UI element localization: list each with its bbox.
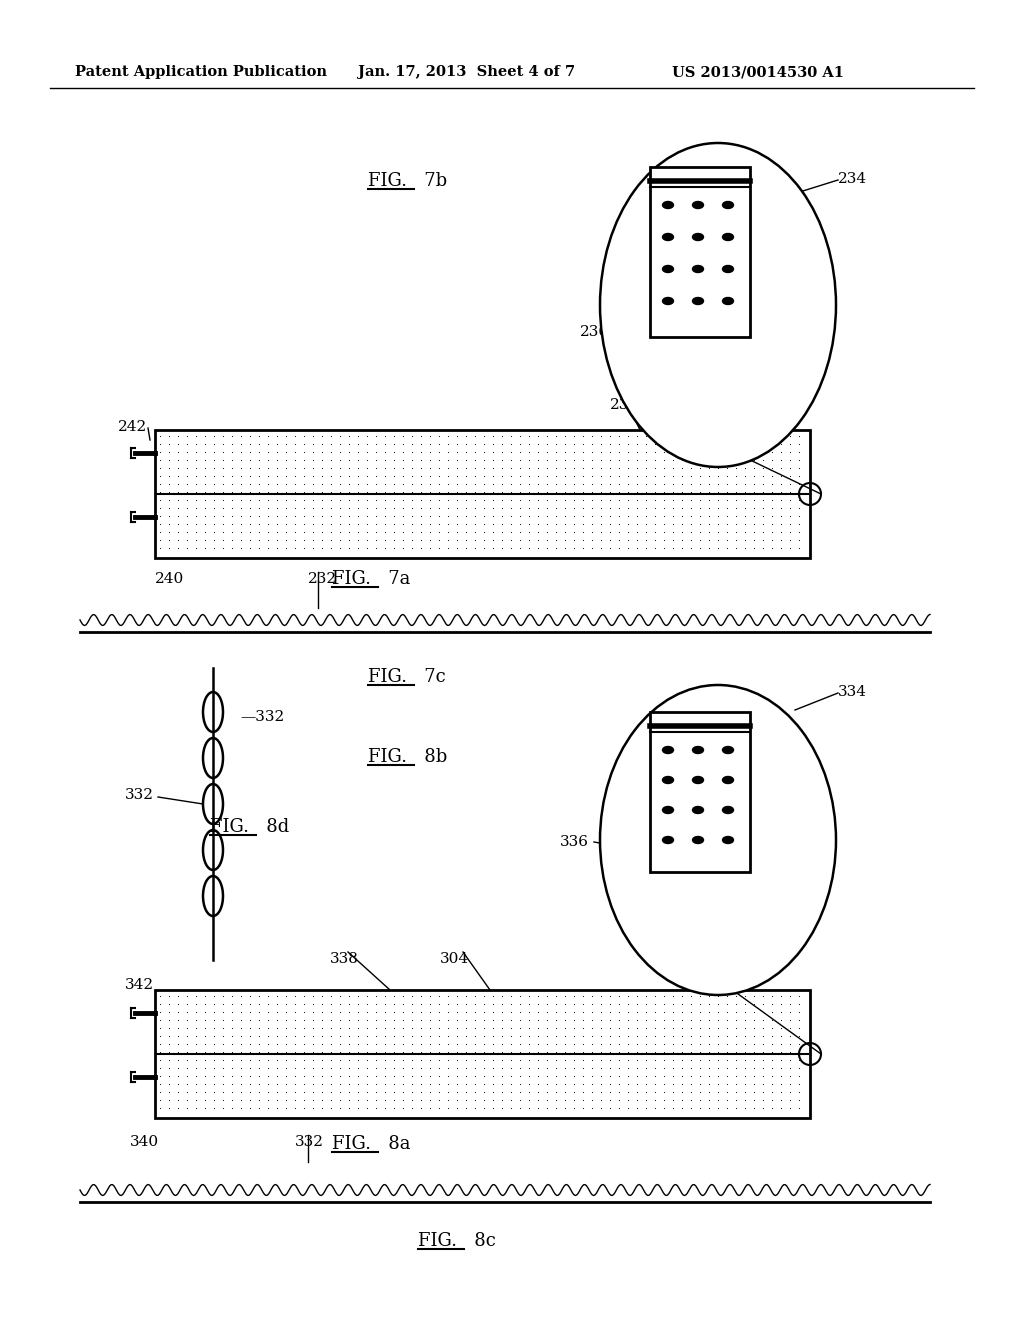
- Text: FIG.   7b: FIG. 7b: [368, 172, 447, 190]
- Ellipse shape: [723, 807, 733, 813]
- Ellipse shape: [723, 776, 733, 784]
- Ellipse shape: [600, 685, 836, 995]
- Ellipse shape: [663, 807, 674, 813]
- Ellipse shape: [692, 297, 703, 305]
- Text: US 2013/0014530 A1: US 2013/0014530 A1: [672, 65, 844, 79]
- Text: 304: 304: [440, 952, 469, 966]
- Ellipse shape: [663, 837, 674, 843]
- Ellipse shape: [723, 202, 733, 209]
- Text: 342: 342: [125, 978, 155, 993]
- Text: FIG.   8d: FIG. 8d: [210, 818, 289, 836]
- Ellipse shape: [600, 143, 836, 467]
- Ellipse shape: [663, 202, 674, 209]
- Bar: [155, 430, 810, 558]
- Text: 238: 238: [610, 399, 639, 412]
- Bar: [650, 711, 750, 873]
- Text: FIG.   8a: FIG. 8a: [332, 1135, 411, 1152]
- Text: 236: 236: [580, 325, 609, 339]
- Text: 334: 334: [838, 685, 867, 700]
- Text: FIG.   8c: FIG. 8c: [418, 1232, 496, 1250]
- Text: 332: 332: [295, 1135, 324, 1148]
- Ellipse shape: [723, 265, 733, 272]
- Text: 234: 234: [838, 172, 867, 186]
- Ellipse shape: [692, 265, 703, 272]
- Ellipse shape: [663, 234, 674, 240]
- Text: —332: —332: [240, 710, 285, 723]
- Ellipse shape: [723, 747, 733, 754]
- Text: FIG.   7c: FIG. 7c: [368, 668, 445, 686]
- Text: 338: 338: [330, 952, 358, 966]
- Ellipse shape: [692, 202, 703, 209]
- Ellipse shape: [692, 776, 703, 784]
- Ellipse shape: [723, 234, 733, 240]
- Text: 240: 240: [155, 572, 184, 586]
- Ellipse shape: [663, 265, 674, 272]
- Bar: [155, 990, 810, 1118]
- Ellipse shape: [723, 837, 733, 843]
- Ellipse shape: [663, 776, 674, 784]
- Text: 336: 336: [560, 836, 589, 849]
- Text: Patent Application Publication: Patent Application Publication: [75, 65, 327, 79]
- Text: 332: 332: [125, 788, 154, 803]
- Text: 242: 242: [118, 420, 147, 434]
- Text: Jan. 17, 2013  Sheet 4 of 7: Jan. 17, 2013 Sheet 4 of 7: [358, 65, 575, 79]
- Ellipse shape: [663, 297, 674, 305]
- Text: FIG.   7a: FIG. 7a: [332, 570, 411, 587]
- Text: FIG.   8b: FIG. 8b: [368, 748, 447, 766]
- Ellipse shape: [723, 297, 733, 305]
- Ellipse shape: [692, 747, 703, 754]
- Text: 204: 204: [658, 399, 687, 412]
- Ellipse shape: [663, 747, 674, 754]
- Ellipse shape: [692, 234, 703, 240]
- Text: 340: 340: [130, 1135, 159, 1148]
- Bar: [650, 168, 750, 337]
- Ellipse shape: [692, 807, 703, 813]
- Text: 232: 232: [308, 572, 337, 586]
- Ellipse shape: [692, 837, 703, 843]
